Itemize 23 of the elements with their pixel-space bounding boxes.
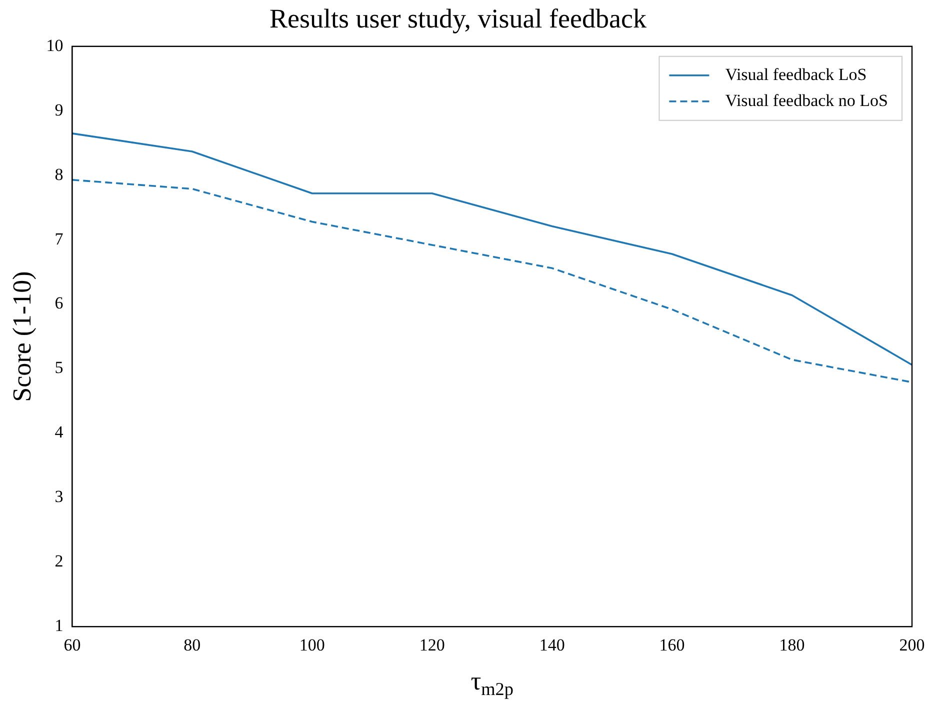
line-series [72, 178, 912, 384]
legend-label: Visual feedback no LoS [725, 90, 888, 110]
y-tick-label: 3 [54, 487, 64, 506]
y-axis-title: Score (1-10) [7, 271, 36, 402]
y-tick-label: 1 [54, 616, 64, 636]
y-tick-label: 6 [54, 294, 64, 313]
x-tick-label: 120 [419, 635, 445, 654]
y-tick-label: 5 [54, 358, 64, 378]
y-tick-label: 9 [54, 100, 64, 120]
legend-label: Visual feedback LoS [725, 64, 867, 84]
y-tick-label: 4 [54, 422, 64, 442]
x-tick-label: 80 [184, 635, 201, 654]
x-tick-label: 160 [659, 635, 685, 654]
x-tick-label: 100 [299, 635, 325, 654]
x-tick-label: 200 [899, 635, 925, 654]
y-tick-label: 7 [54, 229, 64, 248]
y-tick-label: 10 [46, 36, 64, 55]
y-tick-label: 8 [54, 164, 64, 184]
x-tick-label: 60 [64, 635, 81, 654]
chart-title: Results user study, visual feedback [270, 3, 647, 34]
y-tick-label: 2 [54, 552, 64, 571]
x-tick-label: 140 [539, 635, 565, 654]
x-tick-label: 180 [779, 635, 805, 654]
